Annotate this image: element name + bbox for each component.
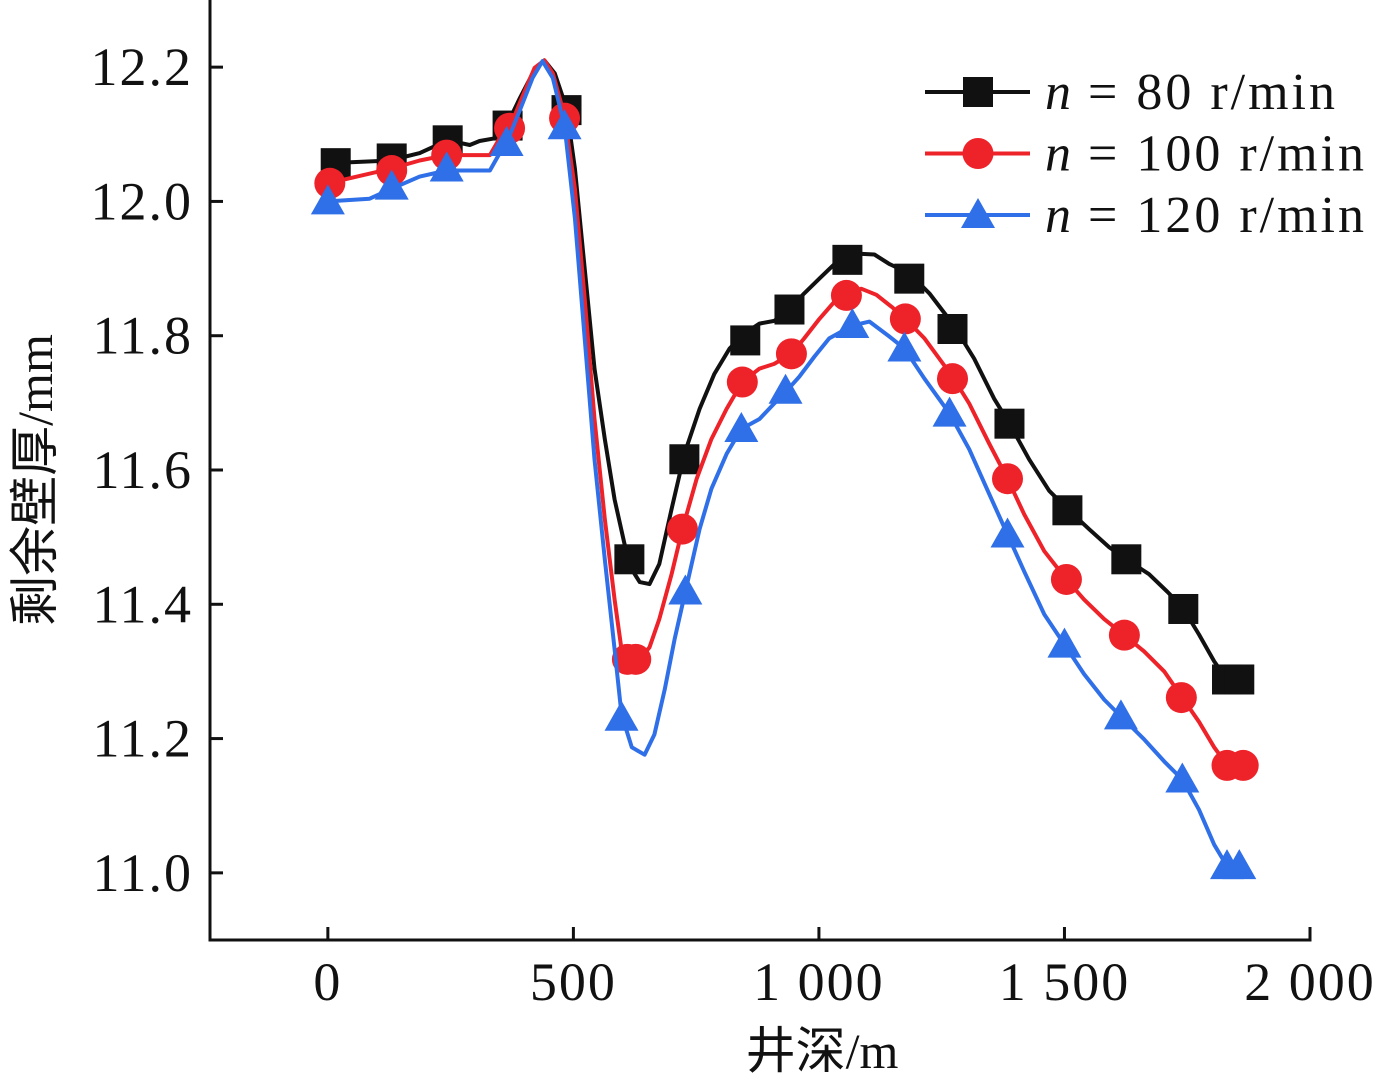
series-marker bbox=[990, 517, 1025, 548]
series-marker bbox=[614, 544, 645, 575]
legend-value: = 100 r/min bbox=[1088, 126, 1367, 183]
y-tick-label: 11.8 bbox=[93, 306, 194, 366]
legend-item-1: n = 80 r/min bbox=[925, 64, 1338, 121]
x-axis-title: 井深/m bbox=[746, 1023, 899, 1079]
legend-value: = 120 r/min bbox=[1088, 187, 1367, 244]
series-marker bbox=[937, 363, 968, 395]
series-marker bbox=[620, 643, 652, 675]
series-marker bbox=[1108, 619, 1140, 651]
series-marker bbox=[887, 331, 922, 362]
series-marker bbox=[832, 244, 863, 275]
series-marker bbox=[669, 444, 700, 475]
legend-label: n = 80 r/min bbox=[1045, 64, 1338, 121]
x-tick-label: 1 000 bbox=[753, 952, 885, 1012]
y-tick-label: 11.4 bbox=[93, 574, 194, 634]
series-marker bbox=[1224, 664, 1255, 695]
series-marker bbox=[724, 412, 759, 443]
series-marker bbox=[994, 408, 1025, 439]
x-tick-label: 0 bbox=[313, 952, 342, 1012]
series-marker bbox=[489, 126, 524, 157]
series-marker bbox=[1168, 593, 1199, 624]
series-2 bbox=[314, 58, 1259, 781]
series-marker bbox=[774, 294, 805, 325]
series-3 bbox=[310, 59, 1257, 880]
series-marker bbox=[1227, 749, 1259, 781]
legend-value: = 80 r/min bbox=[1088, 64, 1338, 121]
series-marker bbox=[1103, 699, 1138, 730]
y-tick-label: 12.2 bbox=[91, 37, 194, 97]
legend-item-3: n = 120 r/min bbox=[925, 187, 1367, 244]
series-marker bbox=[547, 109, 582, 140]
series-marker bbox=[830, 279, 862, 311]
legend-marker bbox=[962, 138, 994, 169]
series-marker bbox=[1052, 495, 1083, 526]
legend-symbol: n bbox=[1045, 64, 1074, 121]
series-marker bbox=[604, 700, 639, 731]
y-tick-label: 11.6 bbox=[93, 440, 194, 500]
x-tick-label: 500 bbox=[530, 952, 617, 1012]
series-marker bbox=[1165, 762, 1200, 793]
y-axis-title: 剩余壁厚/mm bbox=[7, 334, 63, 626]
series-marker bbox=[1222, 849, 1257, 880]
series-marker bbox=[374, 169, 409, 200]
series-marker bbox=[889, 303, 921, 335]
series-marker bbox=[726, 366, 758, 398]
series-marker bbox=[835, 307, 870, 338]
series-marker bbox=[314, 167, 346, 199]
series-marker bbox=[992, 463, 1023, 495]
legend-item-2: n = 100 r/min bbox=[925, 126, 1367, 183]
y-tick-label: 11.2 bbox=[93, 709, 194, 769]
series-marker bbox=[775, 338, 807, 370]
series-marker bbox=[932, 396, 967, 427]
legend-marker bbox=[961, 198, 995, 228]
x-tick-label: 2 000 bbox=[1244, 952, 1376, 1012]
series-marker bbox=[310, 184, 345, 215]
y-tick-label: 11.0 bbox=[93, 843, 194, 903]
x-tick-label: 1 500 bbox=[999, 952, 1131, 1012]
axis-ticks: 0 500 1 000 1 500 2 000 11.0 11.2 11.4 11.6 11.8 1… bbox=[91, 37, 1376, 1012]
legend-label: n = 120 r/min bbox=[1045, 187, 1367, 244]
legend-label: n = 100 r/min bbox=[1045, 126, 1367, 183]
series-marker bbox=[768, 373, 803, 404]
legend-symbol: n bbox=[1045, 187, 1074, 244]
series-marker bbox=[429, 151, 464, 182]
series-marker bbox=[1165, 682, 1197, 714]
series-marker bbox=[1047, 627, 1082, 658]
series-marker bbox=[1050, 563, 1082, 595]
series-marker bbox=[894, 263, 925, 294]
series-marker bbox=[666, 513, 698, 545]
series-marker bbox=[1111, 544, 1142, 575]
series-marker bbox=[668, 574, 703, 605]
y-tick-label: 12.0 bbox=[91, 171, 194, 231]
plot-area bbox=[310, 58, 1259, 880]
series-marker bbox=[730, 325, 761, 356]
legend-marker bbox=[963, 77, 993, 107]
series-marker bbox=[937, 314, 968, 344]
legend-symbol: n bbox=[1045, 126, 1074, 183]
